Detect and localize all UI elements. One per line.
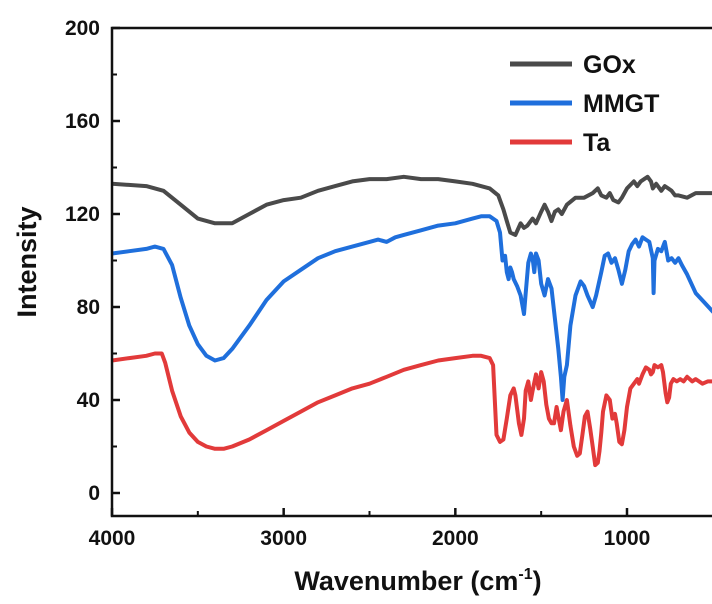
y-axis: 0 40 80 120 160 200 (65, 17, 120, 505)
y-tick-label: 160 (65, 110, 100, 133)
series-line-gox (112, 174, 712, 237)
x-axis-title-superscript: -1 (518, 566, 532, 583)
y-axis-title: Intensity (12, 206, 42, 317)
x-axis: 4000 3000 2000 1000 (89, 508, 651, 550)
x-axis-title-main: Wavenumber (cm (294, 566, 518, 596)
x-tick-label: 4000 (89, 527, 136, 550)
y-tick-label: 80 (77, 296, 100, 319)
x-tick-label: 1000 (604, 527, 651, 550)
plot-frame (110, 26, 712, 518)
series-line-ta (112, 351, 712, 468)
legend-label-gox: GOx (583, 51, 636, 79)
series-layer (112, 174, 712, 468)
y-tick-label: 120 (65, 203, 100, 226)
y-tick-label: 40 (77, 389, 100, 412)
x-axis-title: Wavenumber (cm-1) (294, 566, 541, 596)
y-tick-label: 0 (88, 482, 100, 505)
x-tick-label: 2000 (432, 527, 479, 550)
y-tick-label: 200 (65, 17, 100, 40)
legend: GOx MMGT Ta (510, 51, 659, 157)
legend-label-ta: Ta (583, 129, 611, 157)
x-tick-label: 3000 (260, 527, 307, 550)
legend-label-mmgt: MMGT (583, 90, 659, 118)
x-axis-title-close: ) (533, 566, 542, 596)
series-line-mmgt (112, 214, 712, 402)
